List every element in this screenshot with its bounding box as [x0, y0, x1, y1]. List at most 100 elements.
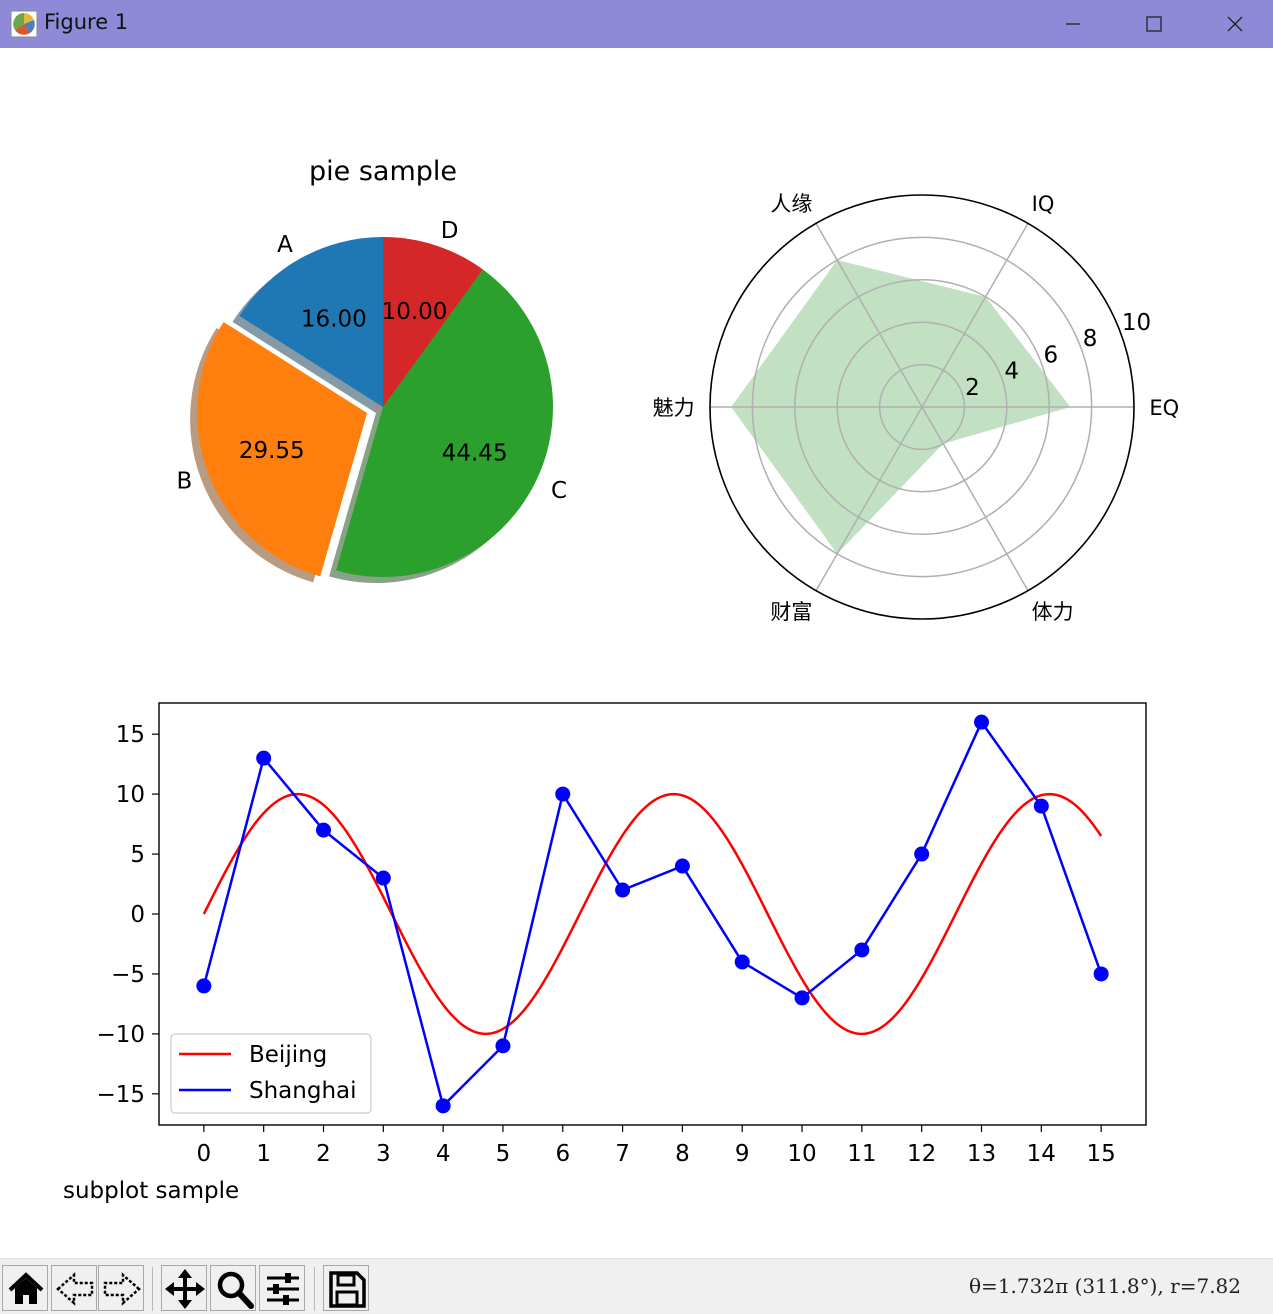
legend-label: Shanghai [249, 1078, 357, 1104]
configure-subplots-button[interactable] [259, 1265, 305, 1311]
y-tick-label: −5 [111, 962, 145, 988]
forward-button[interactable] [98, 1265, 144, 1311]
series-point-shanghai [555, 786, 571, 802]
pie-slice-A [239, 237, 383, 407]
y-tick-label: −10 [96, 1022, 145, 1048]
navigation-toolbar: θ=1.732π (311.8°), r=7.82 [0, 1258, 1273, 1314]
legend-label: Beijing [249, 1042, 327, 1068]
radar-category-label: 人缘 [770, 192, 812, 216]
y-tick-label: 0 [130, 902, 145, 928]
x-tick-label: 6 [555, 1141, 570, 1167]
x-axis-label: subplot sample [63, 1178, 239, 1204]
series-point-shanghai [615, 882, 631, 898]
pie-category-label: C [551, 478, 567, 504]
radar-r-tick-label: 2 [965, 375, 980, 401]
series-point-shanghai [794, 990, 810, 1006]
chart-legend: Beijing Shanghai [170, 1033, 372, 1114]
series-point-shanghai [196, 978, 212, 994]
maximize-icon [1146, 16, 1162, 32]
line-chart: subplot sample 0 1 2 3 4 5 6 7 8 9 10 11 12 13 14 15151… [63, 702, 1147, 1204]
pie-slice-C [336, 269, 554, 578]
series-point-shanghai [914, 846, 930, 862]
pie-slice-D [383, 237, 483, 407]
series-point-shanghai [256, 750, 272, 766]
series-point-shanghai [1033, 798, 1049, 814]
app-icon [10, 10, 38, 38]
minimize-icon [1066, 23, 1080, 25]
pie-category-label: D [441, 218, 459, 244]
pie-slice-B [197, 321, 368, 577]
home-button[interactable] [2, 1265, 48, 1311]
toolbar-separator [152, 1267, 153, 1311]
pan-button[interactable] [161, 1265, 207, 1311]
close-button[interactable] [1193, 0, 1273, 48]
x-tick-label: 13 [967, 1141, 996, 1167]
radar-category-label: 体力 [1032, 600, 1074, 624]
pie-value-label: 44.45 [442, 441, 508, 467]
pie-value-label: 10.00 [382, 299, 448, 325]
series-point-shanghai [435, 1098, 451, 1114]
series-line-shanghai [202, 719, 1103, 1109]
save-icon [329, 1271, 366, 1308]
pie-category-label: A [277, 232, 293, 258]
radar-r-tick-label: 4 [1004, 359, 1019, 385]
series-point-shanghai [974, 714, 989, 730]
window-title: Figure 1 [44, 10, 129, 34]
x-tick-label: 5 [496, 1141, 511, 1167]
x-tick-label: 12 [907, 1141, 936, 1167]
coordinates-readout: θ=1.732π (311.8°), r=7.82 [969, 1274, 1241, 1298]
zoom-icon [217, 1271, 254, 1309]
series-point-shanghai [1093, 966, 1109, 982]
y-tick-label: 15 [116, 722, 145, 748]
x-tick-label: 3 [376, 1141, 391, 1167]
y-tick-label: 10 [116, 782, 145, 808]
radar-category-label: EQ [1149, 396, 1179, 420]
window-titlebar: Figure 1 [0, 0, 1273, 48]
x-tick-label: 1 [256, 1141, 271, 1167]
series-point-shanghai [674, 858, 690, 874]
series-point-shanghai [375, 870, 391, 886]
series-point-shanghai [316, 822, 331, 838]
radar-category-label: 财富 [770, 600, 812, 624]
x-tick-label: 7 [615, 1141, 630, 1167]
pie-chart: pie sample 16.00 A 29.55 B 44.45 C 10.00 D [177, 156, 567, 583]
radar-r-tick-label: 8 [1083, 326, 1098, 352]
series-point-shanghai [854, 942, 870, 958]
series-point-shanghai [734, 954, 750, 970]
pie-category-label: B [177, 468, 193, 494]
back-icon [56, 1272, 94, 1306]
configure-subplots-icon [267, 1273, 299, 1305]
close-icon [1227, 16, 1243, 32]
zoom-button[interactable] [210, 1265, 256, 1311]
radar-category-label: 魅力 [653, 396, 695, 420]
save-button[interactable] [323, 1265, 369, 1311]
x-tick-label: 14 [1027, 1141, 1056, 1167]
x-tick-label: 4 [436, 1141, 451, 1167]
radar-category-label: IQ [1032, 192, 1055, 216]
series-point-shanghai [495, 1038, 511, 1054]
y-tick-label: −15 [96, 1082, 145, 1108]
radar-outline [709, 194, 1135, 620]
pie-title: pie sample [309, 156, 457, 187]
pie-value-label: 16.00 [301, 307, 367, 333]
x-tick-label: 8 [675, 1141, 690, 1167]
radar-r-tick-label: 6 [1044, 342, 1059, 368]
radar-spoke [921, 406, 1029, 591]
series-line-beijing [202, 792, 1103, 1036]
x-tick-label: 15 [1086, 1141, 1115, 1167]
toolbar-separator [314, 1267, 315, 1311]
x-tick-label: 0 [197, 1141, 212, 1167]
home-icon [8, 1272, 44, 1304]
pan-icon [165, 1269, 205, 1309]
forward-icon [103, 1272, 141, 1306]
x-tick-label: 9 [735, 1141, 750, 1167]
maximize-button[interactable] [1113, 0, 1193, 48]
x-tick-label: 10 [787, 1141, 816, 1167]
radar-spoke [921, 223, 1029, 408]
radar-r-tick-label: 10 [1122, 310, 1151, 336]
minimize-button[interactable] [1033, 0, 1113, 48]
back-button[interactable] [51, 1265, 97, 1311]
y-tick-label: 5 [130, 842, 145, 868]
